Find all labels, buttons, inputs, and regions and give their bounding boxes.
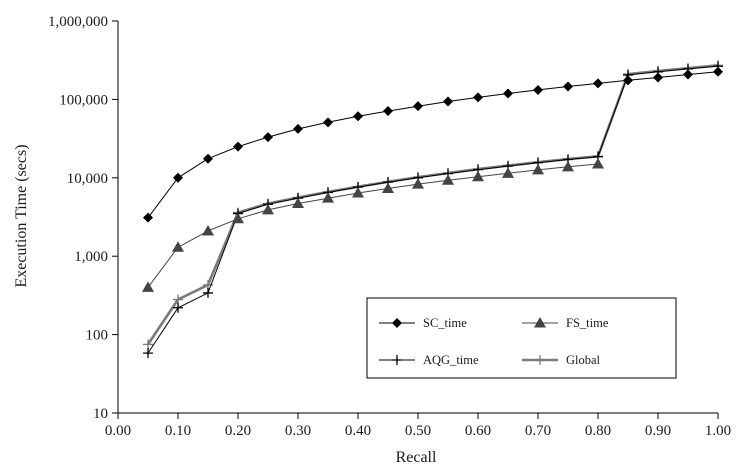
x-tick-label: 0.00 xyxy=(105,423,131,439)
data-point xyxy=(592,157,604,169)
series-fs-time xyxy=(142,157,604,292)
data-point xyxy=(562,160,574,172)
data-point xyxy=(593,78,603,89)
data-point xyxy=(533,84,543,95)
data-point xyxy=(203,153,213,164)
y-tick-label: 10 xyxy=(93,406,108,422)
legend-label: SC_time xyxy=(423,316,467,330)
data-point xyxy=(292,197,304,209)
legend-entry-global: Global xyxy=(522,353,601,367)
data-point xyxy=(443,96,453,107)
data-point xyxy=(323,117,333,128)
legend-label: Global xyxy=(566,353,601,367)
x-tick-label: 0.40 xyxy=(345,423,371,439)
series-sc-time xyxy=(143,66,723,223)
data-point xyxy=(472,170,484,182)
x-tick-label: 0.20 xyxy=(225,423,251,439)
x-tick-label: 1.00 xyxy=(705,423,731,439)
y-tick-label: 1,000,000 xyxy=(48,14,108,30)
legend-swatch-marker xyxy=(534,317,546,328)
data-point xyxy=(143,212,153,223)
data-point xyxy=(503,88,513,99)
series-line xyxy=(147,65,719,354)
legend-label: AQG_time xyxy=(423,353,479,367)
data-point xyxy=(683,69,693,80)
y-tick-label: 1,000 xyxy=(74,249,108,265)
legend-swatch-marker xyxy=(535,355,545,365)
data-point xyxy=(262,203,274,215)
y-tick-label: 100 xyxy=(86,328,109,344)
data-point xyxy=(142,281,154,292)
data-point xyxy=(383,106,393,117)
data-point xyxy=(413,101,423,112)
y-tick-label: 100,000 xyxy=(59,92,108,108)
data-point xyxy=(532,163,544,175)
x-tick-label: 0.90 xyxy=(645,423,671,439)
legend-box xyxy=(366,297,677,379)
data-point xyxy=(173,302,183,313)
data-point xyxy=(322,192,334,203)
x-tick-label: 0.50 xyxy=(405,423,431,439)
legend-entry-aqg-time: AQG_time xyxy=(379,353,479,367)
x-tick-label: 0.30 xyxy=(285,423,311,439)
data-point xyxy=(202,224,214,236)
x-axis-title: Recall xyxy=(396,449,437,466)
data-point xyxy=(203,287,213,298)
legend-label: FS_time xyxy=(566,316,609,330)
data-point xyxy=(293,123,303,134)
x-tick-label: 0.70 xyxy=(525,423,551,439)
y-axis-title: Execution Time (secs) xyxy=(13,144,30,287)
data-point xyxy=(653,72,663,83)
data-point xyxy=(353,111,363,122)
data-point xyxy=(263,132,273,143)
data-point xyxy=(352,186,364,198)
plot-area: 10 100 1,000 10,000 100,000 1,000,000 0.00 0.10… xyxy=(48,14,731,439)
data-point xyxy=(623,75,633,86)
legend-swatch-marker xyxy=(392,355,402,365)
y-tick-label: 10,000 xyxy=(67,171,108,187)
data-point xyxy=(382,182,394,194)
legend-entry-fs-time: FS_time xyxy=(522,316,609,330)
series-line xyxy=(147,163,599,288)
series-line xyxy=(147,71,719,219)
x-tick-label: 0.60 xyxy=(465,423,491,439)
chart-legend: SC_time FS_time AQG_time Global xyxy=(366,297,677,379)
data-point xyxy=(173,172,183,183)
data-point xyxy=(143,348,153,359)
data-point xyxy=(563,81,573,92)
x-tick-label: 0.10 xyxy=(165,423,191,439)
data-point xyxy=(473,92,483,103)
data-point xyxy=(412,178,424,189)
legend-swatch-marker xyxy=(392,318,402,328)
data-point xyxy=(502,167,514,178)
data-point xyxy=(172,241,184,252)
data-point xyxy=(713,66,723,77)
data-point xyxy=(232,212,244,224)
x-tick-label: 0.80 xyxy=(585,423,611,439)
data-point xyxy=(233,141,243,152)
data-point xyxy=(442,174,454,185)
legend-entry-sc-time: SC_time xyxy=(379,316,467,330)
data-point xyxy=(143,339,153,350)
